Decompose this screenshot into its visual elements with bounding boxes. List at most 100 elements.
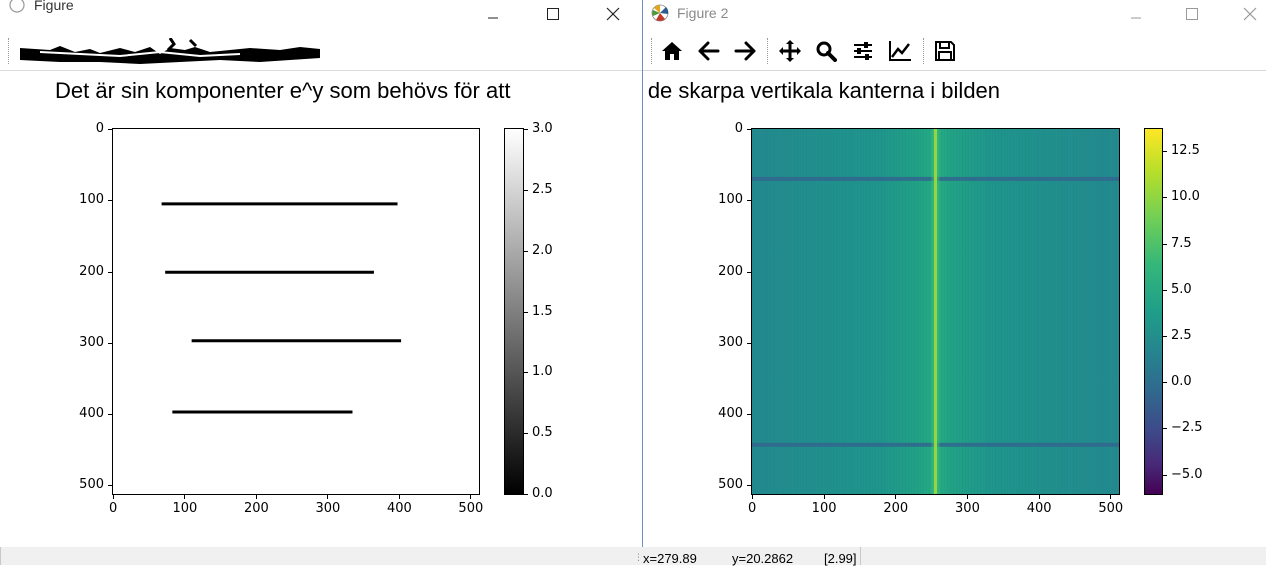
maximize-icon <box>1186 8 1198 20</box>
spectrum-texture <box>875 129 876 494</box>
resize-grip-icon[interactable]: ⋮ <box>634 553 643 563</box>
spectrum-texture <box>1016 129 1017 494</box>
x-tick-label-mark <box>113 495 114 499</box>
maximize-button[interactable] <box>1169 0 1215 28</box>
redaction-scribble <box>20 38 320 64</box>
x-tick-label: 200 <box>883 501 909 516</box>
colorbar-tick-label: 0.0 <box>532 486 553 501</box>
minimize-button[interactable] <box>470 0 516 28</box>
spectrum-texture <box>803 129 804 494</box>
spectrum-texture <box>806 129 807 494</box>
x-tick-label: 300 <box>315 501 341 516</box>
spectrum-texture <box>1082 129 1083 494</box>
spectrum-texture <box>914 129 915 494</box>
spectrum-texture <box>1022 129 1023 494</box>
status-separator <box>860 547 861 565</box>
window-title: Figure <box>34 0 74 13</box>
colorbar-tick-label: 2.0 <box>532 242 553 258</box>
y-tick-label-mark <box>747 200 751 202</box>
spectrum-texture <box>866 129 867 494</box>
image-axes[interactable] <box>112 128 480 495</box>
spectrum-texture <box>857 129 858 494</box>
colorbar-tick-label-mark <box>524 372 528 374</box>
spectrum-texture <box>776 129 777 494</box>
x-tick-label: 400 <box>386 501 412 516</box>
y-tick-label-mark <box>108 129 112 130</box>
maximize-button[interactable] <box>530 0 576 28</box>
colorbar-tick-label-mark <box>524 311 528 313</box>
spectrum-texture <box>983 129 984 494</box>
spectrum-texture <box>818 129 819 494</box>
x-tick-label-mark <box>895 495 897 499</box>
spectrum-texture <box>773 129 774 494</box>
figure-window-2: Figure 2 <box>643 0 1266 565</box>
spectrum-texture <box>872 129 873 494</box>
x-tick-label-mark <box>184 495 186 499</box>
minimize-button[interactable] <box>1113 0 1159 28</box>
colorbar-tick-label: 5.0 <box>1171 281 1192 297</box>
colorbar-tick-label: 2.5 <box>1171 327 1192 343</box>
x-tick-label: 400 <box>1026 501 1052 516</box>
colorbar-tick-label: 0.0 <box>1171 374 1192 390</box>
spectrum-texture <box>896 129 897 494</box>
back-button[interactable] <box>694 36 724 66</box>
y-tick-label: 200 <box>718 263 743 279</box>
spectrum-texture <box>1007 129 1008 494</box>
spectrum-texture <box>845 129 846 494</box>
spectrum-texture <box>980 129 981 494</box>
spectrum-texture <box>827 129 828 494</box>
y-tick-label: 500 <box>718 477 743 493</box>
close-button[interactable] <box>590 0 636 28</box>
spectrum-texture <box>797 129 798 494</box>
spectrum-texture <box>788 129 789 494</box>
home-button[interactable] <box>657 36 687 66</box>
zoom-icon <box>816 41 837 62</box>
status-bar: ⋮ x=279.89 y=20.2862 [2.99] <box>0 547 1266 566</box>
spectrum-texture <box>917 129 918 494</box>
spectrum-texture <box>809 129 810 494</box>
spectrum-texture <box>1106 129 1107 494</box>
spectrum-texture <box>1037 129 1038 494</box>
spectrum-texture <box>1073 129 1074 494</box>
spectrum-texture <box>1034 129 1035 494</box>
colorbar-tick-label: 2.5 <box>532 181 553 197</box>
colorbar-tick-label-mark <box>1163 289 1167 291</box>
spectrum-texture <box>962 129 963 494</box>
y-tick-label: 0 <box>734 121 743 136</box>
y-tick-label: 200 <box>79 263 104 279</box>
spectrum-texture <box>890 129 891 494</box>
configure-subplots-button[interactable] <box>848 36 878 66</box>
app-icon <box>9 0 25 13</box>
toolbar-separator <box>767 38 769 64</box>
colorbar-tick-label: 0.5 <box>532 425 553 441</box>
colorbar-tick-label-mark <box>524 129 528 130</box>
edit-curves-button[interactable] <box>885 36 915 66</box>
save-button[interactable] <box>930 36 960 66</box>
spectrum-texture <box>830 129 831 494</box>
spectrum-texture <box>893 129 894 494</box>
y-tick-label-mark <box>108 271 112 273</box>
x-tick-label: 0 <box>109 501 118 516</box>
spectrum-texture <box>1097 129 1098 494</box>
x-tick-label: 500 <box>458 501 484 516</box>
close-button[interactable] <box>1227 0 1266 28</box>
colorbar-tick-label: 10.0 <box>1171 189 1200 205</box>
spectrum-texture <box>824 129 825 494</box>
toolbar-separator <box>923 38 925 64</box>
minimize-icon <box>488 17 498 19</box>
pan-button[interactable] <box>775 36 805 66</box>
colorbar-tick-label-mark <box>1163 474 1167 476</box>
spectrum-texture <box>992 129 993 494</box>
spectrum-axes[interactable] <box>751 128 1120 495</box>
zoom-button[interactable] <box>811 36 841 66</box>
spectrum-texture <box>1088 129 1089 494</box>
toolbar-grip <box>8 38 12 64</box>
spectrum-texture <box>920 129 921 494</box>
spectrum-texture <box>782 129 783 494</box>
y-tick-label: 300 <box>718 334 743 350</box>
spectrum-texture <box>842 129 843 494</box>
forward-button[interactable] <box>730 36 760 66</box>
x-tick-label-mark <box>255 495 257 499</box>
spectrum-texture <box>902 129 903 494</box>
colorbar-tick-label: 7.5 <box>1171 235 1192 251</box>
